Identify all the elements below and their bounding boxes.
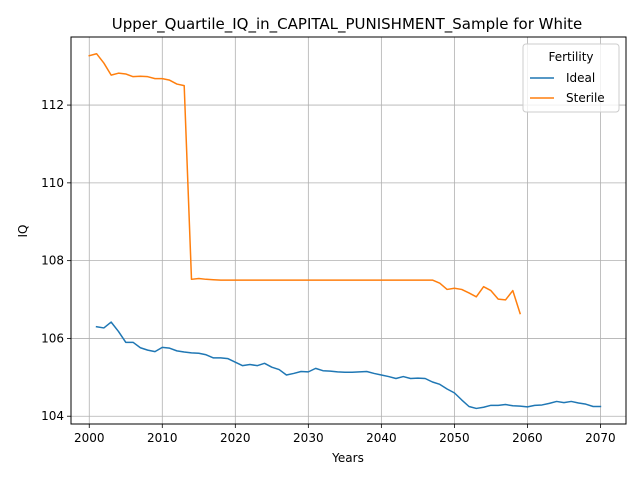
x-tick-label: 2000 (74, 431, 105, 445)
y-axis-label: IQ (16, 225, 30, 238)
x-tick-label: 2010 (147, 431, 178, 445)
legend: Fertility Ideal Sterile (522, 43, 620, 113)
x-tick-label: 2040 (366, 431, 397, 445)
x-tick-label: 2060 (512, 431, 543, 445)
y-tick-label: 110 (41, 176, 64, 190)
y-tick-label: 108 (41, 254, 64, 268)
legend-box (522, 43, 620, 113)
y-tick-label: 112 (41, 98, 64, 112)
x-tick-label: 2020 (220, 431, 251, 445)
legend-label-sterile: Sterile (566, 91, 605, 105)
x-axis-label: Years (331, 451, 364, 465)
x-tick-label: 2050 (439, 431, 470, 445)
series-line-sterile (88, 52, 522, 315)
series-group (88, 52, 602, 410)
axis-ticks: 2000 2010 2020 2030 2040 2050 2060 2070 104 106 10… (41, 98, 616, 445)
x-tick-label: 2030 (293, 431, 324, 445)
y-tick-label: 104 (41, 409, 64, 423)
series-line-ideal (95, 321, 602, 410)
legend-label-ideal: Ideal (566, 71, 595, 85)
y-tick-label: 106 (41, 331, 64, 345)
chart-title: Upper_Quartile_IQ_in_CAPITAL_PUNISHMENT_… (112, 15, 583, 34)
plot-frame (70, 36, 627, 425)
x-tick-label: 2070 (585, 431, 616, 445)
legend-title: Fertility (548, 50, 593, 64)
